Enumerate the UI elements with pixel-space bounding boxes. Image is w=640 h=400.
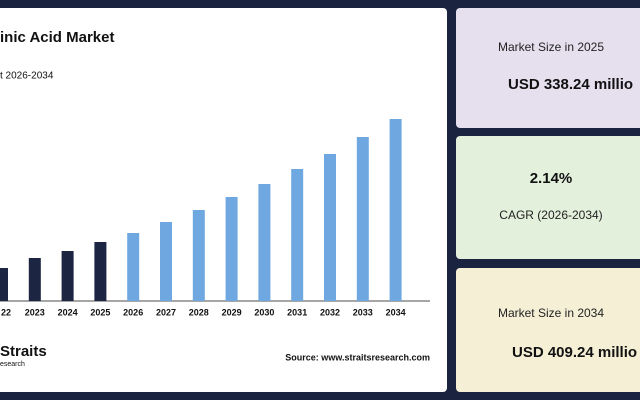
x-tick-label: 22 bbox=[1, 307, 11, 317]
bar bbox=[192, 210, 205, 301]
bar bbox=[61, 251, 74, 301]
bar bbox=[225, 197, 238, 301]
x-tick-label: 2033 bbox=[353, 307, 373, 317]
x-tick-label: 2031 bbox=[287, 307, 307, 317]
card-value: 2.14% bbox=[529, 170, 573, 187]
card-label: Market Size in 2034 bbox=[497, 306, 605, 320]
x-tick-label: 2029 bbox=[222, 307, 242, 317]
card: 2.14% CAGR (2026-2034) bbox=[456, 136, 640, 259]
x-tick-label: 2034 bbox=[386, 307, 406, 317]
x-tick-label: 2023 bbox=[25, 307, 45, 317]
bar bbox=[127, 233, 140, 301]
chart: inic Acid Market t 2026-2034 Straits ese… bbox=[0, 29, 430, 368]
x-tick-label: 2028 bbox=[189, 307, 209, 317]
bar bbox=[389, 119, 402, 301]
chart-title: inic Acid Market bbox=[0, 29, 114, 46]
bar bbox=[28, 258, 41, 301]
card-label: CAGR (2026-2034) bbox=[499, 208, 603, 222]
logo-sub: esearch bbox=[0, 361, 25, 368]
bar bbox=[356, 137, 369, 301]
card-label: Market Size in 2025 bbox=[497, 40, 605, 54]
card: Market Size in 2025 USD 338.24 millio bbox=[456, 8, 640, 128]
card-value: USD 409.24 millio bbox=[512, 344, 638, 361]
x-tick-label: 2027 bbox=[156, 307, 176, 317]
x-tick-label: 2026 bbox=[123, 307, 143, 317]
card: Market Size in 2034 USD 409.24 millio bbox=[456, 268, 640, 392]
bar bbox=[291, 169, 304, 301]
x-tick-label: 2032 bbox=[320, 307, 340, 317]
x-tick-label: 2024 bbox=[58, 307, 78, 317]
chart-subtitle: t 2026-2034 bbox=[0, 71, 54, 82]
bar bbox=[0, 268, 8, 301]
x-tick-label: 2030 bbox=[254, 307, 274, 317]
card-value: USD 338.24 millio bbox=[508, 76, 634, 93]
bar bbox=[258, 184, 271, 301]
logo: Straits bbox=[0, 343, 47, 360]
bar bbox=[324, 154, 336, 301]
x-tick-label: 2025 bbox=[90, 307, 110, 317]
source: Source: www.straitsresearch.com bbox=[285, 352, 430, 362]
bar bbox=[94, 242, 107, 301]
chart-panel: inic Acid Market t 2026-2034 Straits ese… bbox=[0, 8, 447, 392]
bar bbox=[160, 222, 172, 301]
